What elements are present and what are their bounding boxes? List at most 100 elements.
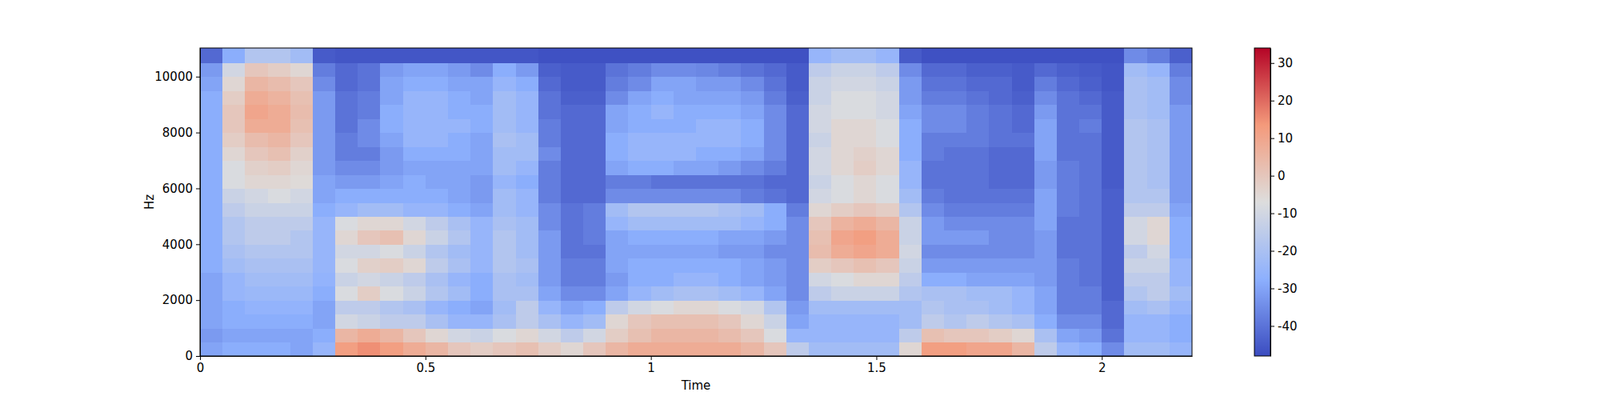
cell <box>560 328 584 343</box>
cell <box>831 48 855 64</box>
cell <box>560 76 584 92</box>
cell <box>1147 188 1171 203</box>
cell <box>1034 286 1058 301</box>
cell <box>944 188 968 203</box>
cell <box>764 272 788 287</box>
cell <box>448 258 472 273</box>
tick: 2 <box>1098 356 1107 376</box>
cell <box>560 118 584 133</box>
cell <box>1034 258 1058 273</box>
cell <box>1169 244 1192 259</box>
cell <box>651 300 675 315</box>
cell <box>831 286 855 301</box>
cell <box>605 216 629 231</box>
cell <box>1012 202 1036 217</box>
cell <box>673 342 697 356</box>
cell <box>492 258 516 273</box>
cell <box>786 146 810 161</box>
cell <box>764 202 788 217</box>
cell <box>740 230 764 245</box>
cell <box>944 104 968 120</box>
tick-mark <box>1270 251 1275 252</box>
cell <box>583 258 607 273</box>
cell <box>335 160 359 176</box>
cell <box>357 244 381 259</box>
tick: 30 <box>1270 56 1293 71</box>
cell <box>403 146 427 161</box>
cell <box>244 160 268 176</box>
cell <box>425 328 449 343</box>
cell <box>628 244 652 259</box>
cell <box>1034 202 1058 217</box>
cell <box>357 272 381 287</box>
cell <box>696 62 720 77</box>
cell <box>899 202 923 217</box>
cell <box>1169 286 1192 301</box>
cell <box>808 286 832 301</box>
cell <box>831 146 855 161</box>
cell <box>718 62 742 77</box>
cell <box>786 132 810 148</box>
cell <box>921 314 945 329</box>
cell <box>1079 118 1103 133</box>
cell <box>403 286 427 301</box>
cell <box>357 314 381 329</box>
cell <box>673 230 697 245</box>
cell <box>786 174 810 189</box>
cell <box>605 202 629 217</box>
cell <box>718 328 742 343</box>
cell <box>786 230 810 245</box>
cell <box>1012 160 1036 176</box>
cell <box>200 230 224 245</box>
cell <box>876 328 900 343</box>
cell <box>853 62 877 77</box>
cell <box>583 90 607 105</box>
cell <box>560 258 584 273</box>
cell <box>853 160 877 176</box>
cell <box>244 174 268 189</box>
cell <box>425 104 449 120</box>
tick-mark <box>1270 288 1275 289</box>
cell <box>492 90 516 105</box>
tick: 0 <box>184 348 200 364</box>
cell <box>853 342 877 356</box>
cell <box>1147 174 1171 189</box>
cell <box>470 244 494 259</box>
tick-mark <box>425 356 427 360</box>
cell <box>1079 62 1103 77</box>
cell <box>808 160 832 176</box>
cell <box>808 188 832 203</box>
cell <box>312 76 336 92</box>
cell <box>312 132 336 148</box>
cell <box>831 300 855 315</box>
cell <box>268 62 292 77</box>
cell <box>740 132 764 148</box>
cell <box>403 258 427 273</box>
cell <box>764 62 788 77</box>
cell <box>1012 48 1036 64</box>
cell <box>786 104 810 120</box>
cell <box>1147 300 1171 315</box>
cell <box>718 76 742 92</box>
cell <box>222 272 246 287</box>
cell <box>831 216 855 231</box>
cell <box>380 132 404 148</box>
cell <box>470 62 494 77</box>
cell <box>425 258 449 273</box>
tick: 1.5 <box>867 356 887 376</box>
cell <box>764 314 788 329</box>
cell <box>696 132 720 148</box>
cell <box>808 118 832 133</box>
cell <box>718 48 742 64</box>
cell <box>1124 202 1148 217</box>
cell <box>740 62 764 77</box>
cell <box>268 342 292 356</box>
cell <box>605 146 629 161</box>
cell <box>516 230 540 245</box>
cell <box>628 216 652 231</box>
cell <box>966 230 990 245</box>
cell <box>853 76 877 92</box>
cell <box>583 202 607 217</box>
cell <box>244 342 268 356</box>
cell <box>268 104 292 120</box>
